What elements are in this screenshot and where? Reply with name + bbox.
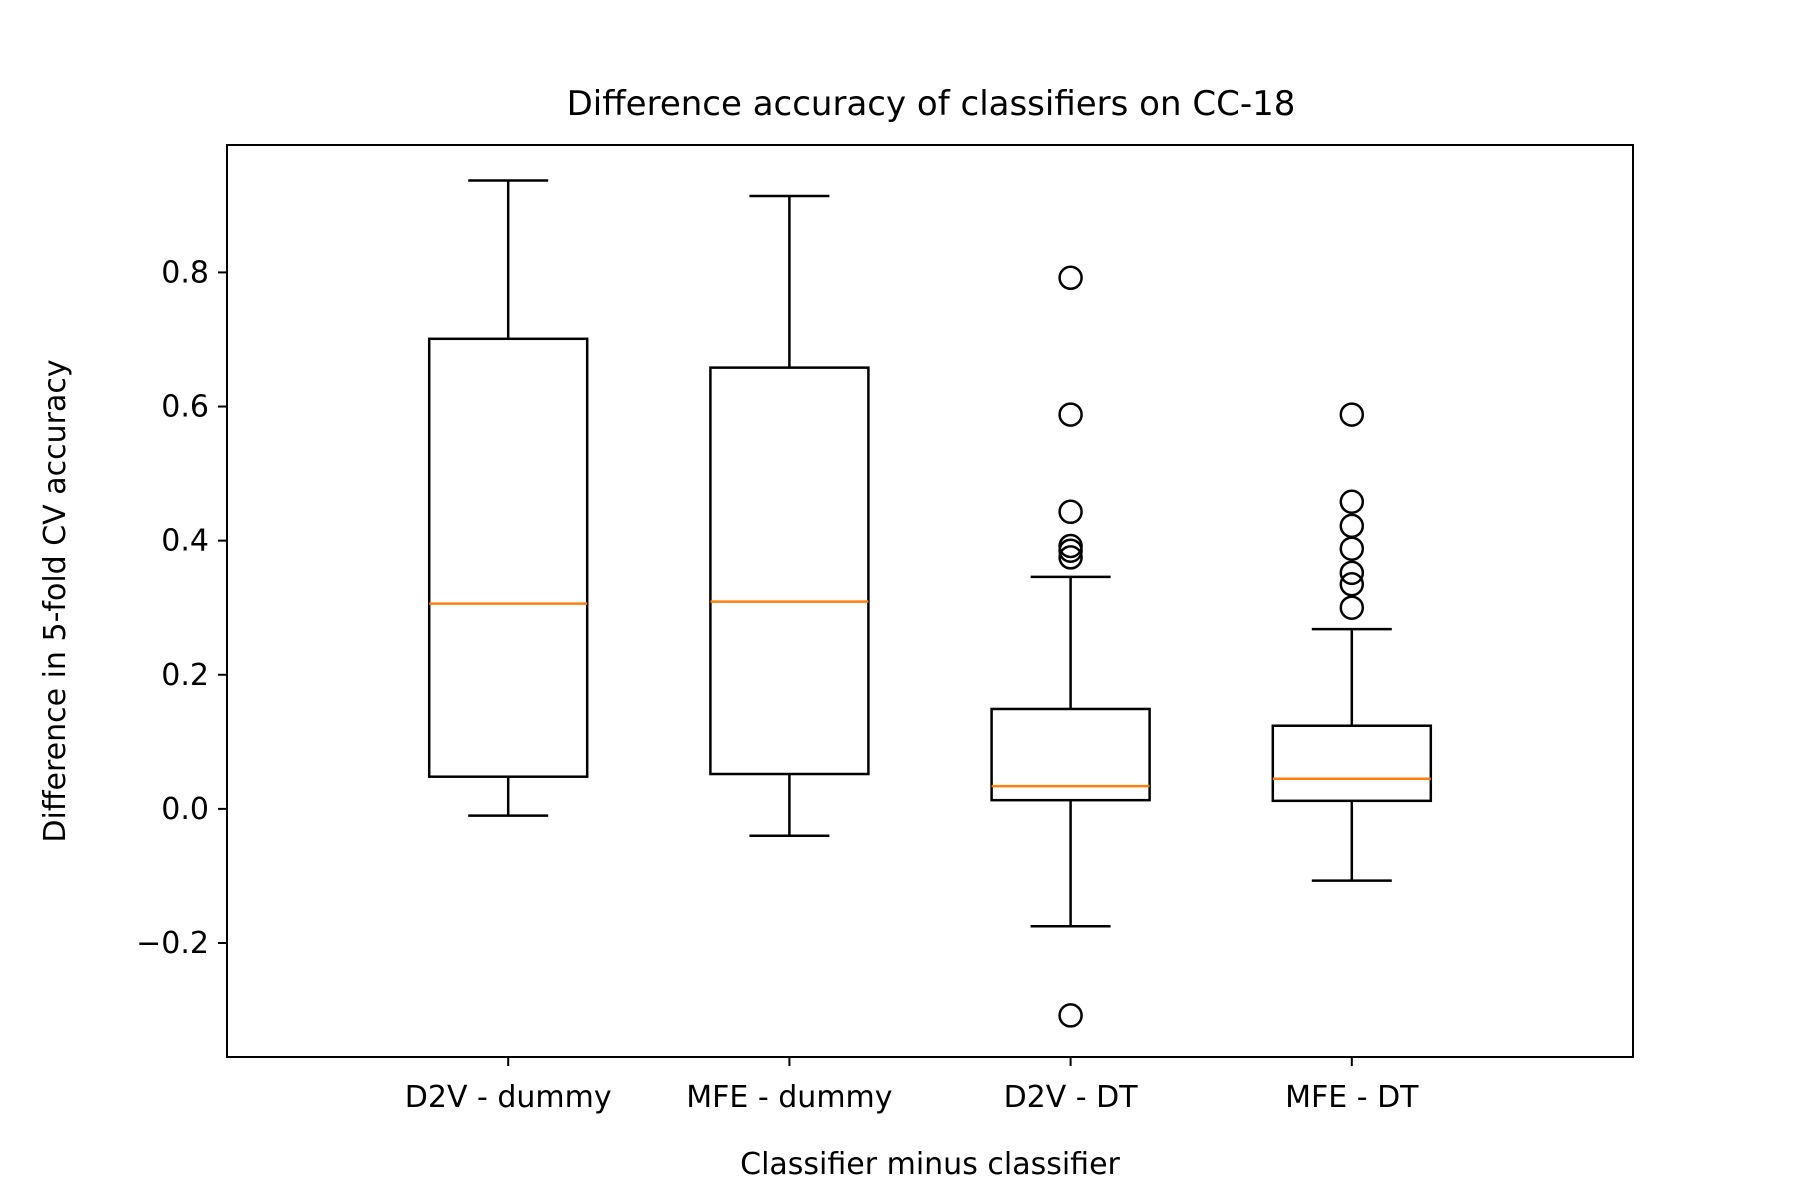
box xyxy=(427,337,589,778)
outlier-point xyxy=(1339,513,1365,539)
x-tick-label: D2V - DT xyxy=(1004,1080,1139,1115)
box xyxy=(1271,724,1433,803)
plot-frame xyxy=(226,144,1634,1058)
outlier-point xyxy=(1058,265,1083,291)
x-tick-label: MFE - dummy xyxy=(686,1080,892,1115)
outlier-point xyxy=(1058,499,1083,525)
y-axis: −0.2 0.0 0.2 0.4 0.6 0.8 xyxy=(136,255,227,961)
x-axis: D2V - dummy MFE - dummy D2V - DT MFE - DT xyxy=(405,1057,1419,1115)
outlier-point xyxy=(1339,536,1365,561)
y-tick-label: 0.2 xyxy=(161,658,209,693)
outlier-point xyxy=(1339,595,1365,620)
outlier-point xyxy=(1339,571,1365,597)
plot-area xyxy=(427,179,1433,1028)
y-tick-label: −0.2 xyxy=(136,926,209,961)
y-tick-label: 0.6 xyxy=(161,390,209,425)
y-tick-label: 0.4 xyxy=(161,524,209,559)
y-tick-label: 0.8 xyxy=(161,255,209,290)
x-axis-label: Classifier minus classifier xyxy=(740,1147,1120,1182)
outlier-point xyxy=(1339,560,1365,586)
y-tick-label: 0.0 xyxy=(161,792,209,827)
chart-title: Difference accuracy of classifiers on CC… xyxy=(567,84,1296,124)
outlier-point xyxy=(1339,402,1365,427)
outlier-point xyxy=(1058,402,1083,427)
box xyxy=(709,366,870,776)
y-axis-label: Difference in 5-fold CV accuracy xyxy=(38,359,73,842)
x-tick-label: MFE - DT xyxy=(1285,1080,1419,1115)
outlier-point xyxy=(1339,489,1365,515)
x-tick-label: D2V - dummy xyxy=(405,1080,612,1115)
outlier-point xyxy=(1058,538,1083,563)
outlier-point xyxy=(1058,1003,1083,1028)
box xyxy=(990,707,1151,802)
outlier-point xyxy=(1058,545,1083,570)
